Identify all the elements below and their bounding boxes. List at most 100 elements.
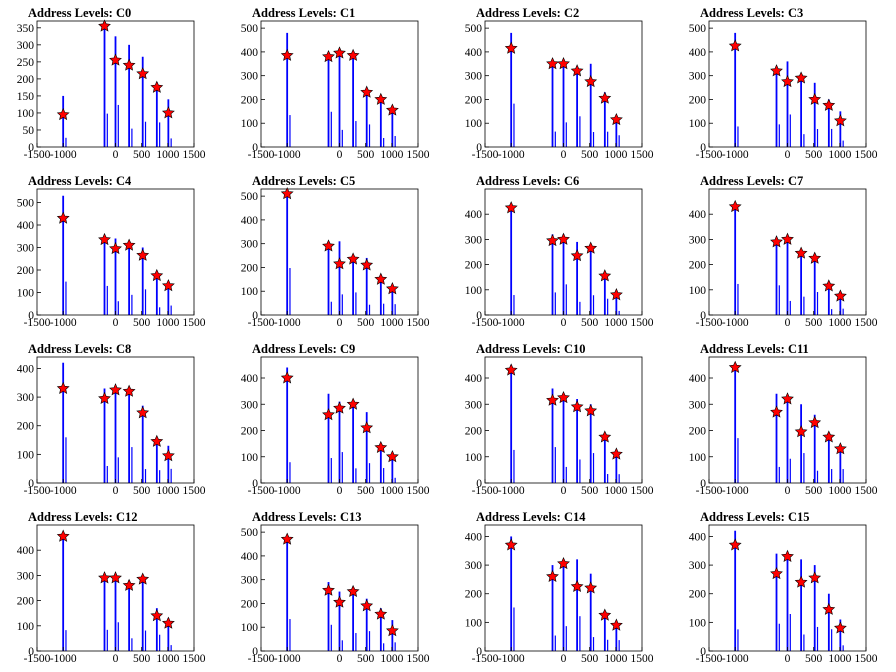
histogram-bar (330, 458, 332, 483)
histogram-bar (554, 635, 556, 651)
peak-marker (374, 92, 388, 105)
y-tick-label: 0 (476, 142, 482, 154)
y-tick-label: 200 (17, 265, 35, 277)
histogram-bar (562, 393, 565, 483)
peak-marker (280, 532, 294, 545)
histogram-bar (603, 92, 606, 147)
histogram-bar (368, 304, 371, 315)
y-tick-label: 400 (689, 373, 707, 385)
histogram-bar (589, 573, 592, 651)
x-tick-label: 1000 (604, 317, 627, 329)
x-tick-label: 0 (561, 317, 567, 329)
histogram-bar (510, 32, 513, 147)
histogram-bar (737, 438, 739, 483)
histogram-bar (391, 454, 394, 483)
plot-area: 0 100 200 300 400 -1500 -1000 0 500 1000 1500 (689, 524, 878, 665)
histogram-bar (592, 295, 595, 315)
peak-marker (346, 397, 360, 410)
x-tick-label: 1000 (156, 653, 179, 665)
peak-marker (346, 252, 360, 265)
y-tick-label: 500 (689, 23, 707, 35)
y-tick-label: 300 (465, 234, 483, 246)
histogram-bar (144, 469, 147, 483)
y-tick-label: 500 (465, 23, 483, 35)
histogram-bar (565, 626, 567, 651)
y-tick-label: 0 (700, 310, 706, 322)
histogram-bar (842, 140, 844, 147)
y-tick-label: 0 (28, 142, 34, 154)
y-tick-label: 0 (476, 646, 482, 658)
y-tick-label: 100 (465, 285, 483, 297)
histogram-bar (131, 447, 133, 483)
histogram-panel: Address Levels: C1 0 100 200 300 400 500 -1500-… (224, 0, 448, 168)
plot-area: 0 100 200 300 400 -1500 -1000 0 500 1000 1500 (465, 188, 654, 329)
y-tick-label: 100 (241, 286, 259, 298)
histogram-bar (117, 457, 119, 483)
peak-marker (728, 199, 742, 213)
histogram-bar (839, 292, 842, 315)
histogram-bar (565, 122, 567, 147)
histogram-bar (786, 61, 789, 147)
y-tick-label: 0 (28, 478, 34, 490)
peak-marker (584, 581, 598, 594)
histogram-bar (131, 294, 133, 315)
peak-marker (374, 272, 388, 285)
histogram-bar (330, 111, 332, 147)
x-tick-label: -1500 (248, 653, 275, 665)
y-tick-label: 100 (689, 452, 707, 464)
peak-marker (136, 248, 150, 261)
histogram-bar (103, 27, 106, 148)
peak-marker (557, 232, 570, 245)
histogram-bar (618, 310, 620, 315)
peak-marker (360, 599, 374, 612)
x-tick-label: 1000 (380, 317, 403, 329)
histogram-bar (106, 285, 108, 315)
histogram-bar (65, 137, 67, 147)
histogram-bar (338, 241, 341, 315)
peak-marker (360, 258, 374, 271)
histogram-bar (286, 536, 289, 651)
histogram-bar (603, 610, 606, 651)
histogram-bar (368, 631, 371, 651)
histogram-bar (159, 307, 161, 315)
x-tick-label: -1000 (274, 485, 301, 497)
x-tick-label: 1000 (380, 653, 403, 665)
x-tick-label: 0 (785, 485, 791, 497)
x-tick-label: 1500 (631, 653, 654, 665)
histogram-panel: Address Levels: C4 0 100 200 300 400 500 -1500-… (0, 168, 224, 336)
peak-marker (598, 430, 612, 443)
histogram-panel: Address Levels: C3 0 100 200 300 400 500 -1500-… (672, 0, 896, 168)
y-tick-label: 100 (241, 452, 259, 464)
peak-marker (346, 48, 360, 61)
histogram-panel: Address Levels: C2 0 100 200 300 400 500 -1500-… (448, 0, 672, 168)
histogram-bar (338, 401, 341, 483)
y-tick-label: 300 (241, 71, 259, 83)
peak-marker (109, 241, 122, 255)
histogram-bar (114, 36, 117, 147)
chart-title: Address Levels: C5 (252, 174, 356, 188)
histogram-panel: Address Levels: C0 0 50 100 150 200 250 300 350 -… (0, 0, 224, 168)
histogram-bar (159, 470, 161, 483)
histogram-bar (355, 468, 357, 483)
y-tick-label: 0 (28, 310, 34, 322)
peak-marker (728, 39, 742, 52)
x-tick-label: 1500 (855, 485, 878, 497)
chart-title: Address Levels: C8 (28, 342, 132, 356)
peak-marker (374, 607, 388, 620)
peak-marker (834, 621, 847, 634)
histogram-bar (65, 630, 67, 651)
peak-marker (98, 391, 111, 405)
histogram-panel: Address Levels: C7 0 100 200 300 400 -1500 -100… (672, 168, 896, 336)
peak-marker (98, 571, 111, 584)
histogram-bar (289, 462, 291, 483)
histogram-bar (618, 474, 620, 483)
peak-marker (609, 112, 623, 126)
y-tick-label: 400 (689, 531, 707, 543)
peak-marker (584, 74, 598, 88)
y-tick-label: 400 (17, 363, 35, 375)
x-tick-label: -1500 (696, 653, 723, 665)
histogram-bar (355, 121, 357, 147)
x-tick-label: -1500 (472, 653, 499, 665)
histogram-panel: Address Levels: C11 0 100 200 300 400 -1500 -10… (672, 336, 896, 504)
x-tick-label: 1500 (855, 317, 878, 329)
